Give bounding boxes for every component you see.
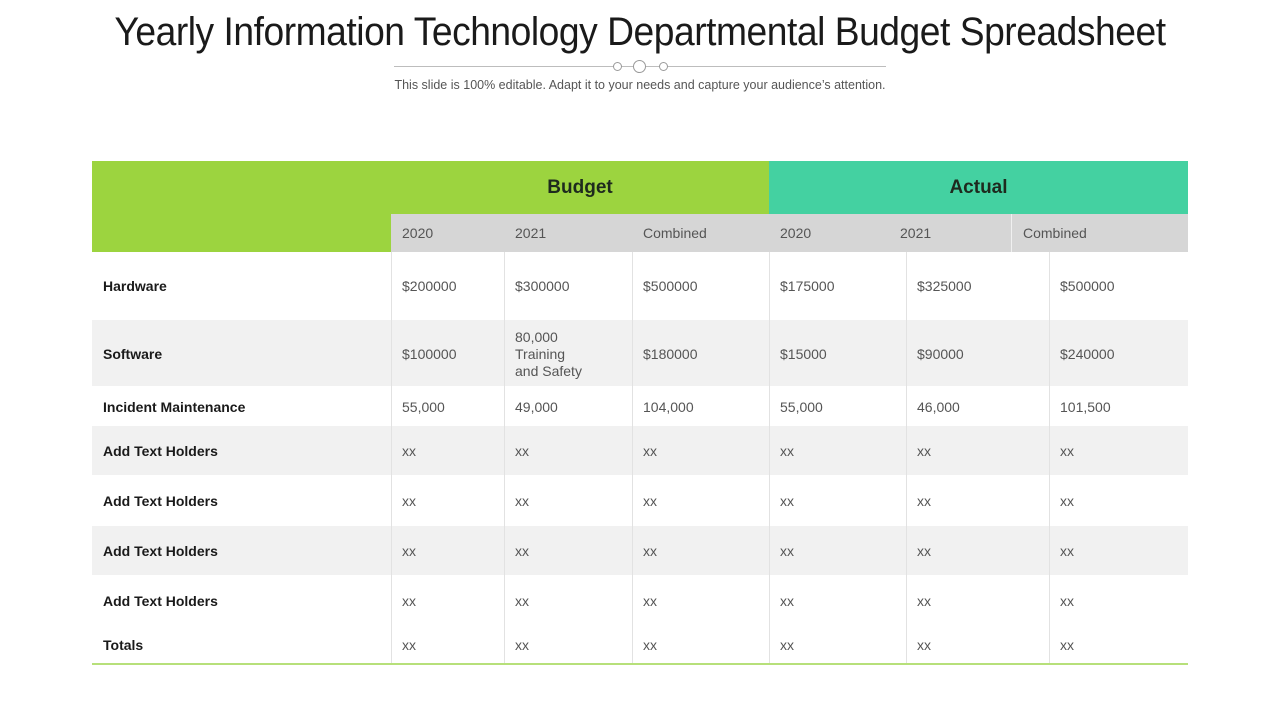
divider-ornament-dot [659,62,668,71]
divider-ornament-dot [613,62,622,71]
subheader-actual-2020: 2020 [780,225,812,241]
row-stripe [92,426,1188,475]
column-divider [769,252,770,664]
column-divider [391,252,392,664]
divider-ornament-dot [633,60,646,73]
page-title: Yearly Information Technology Department… [114,10,1166,54]
column-divider [906,252,907,664]
column-divider [1049,252,1050,664]
page-subtitle: This slide is 100% editable. Adapt it to… [394,78,886,92]
column-divider [504,252,505,664]
budget-group-header: Budget [547,177,613,198]
actual-header-band [769,161,1188,214]
row-header-band [92,214,391,252]
table-bottom-rule [92,663,1188,665]
subheader-budget-2020: 2020 [402,225,434,241]
actual-group-header: Actual [949,177,1008,198]
budget-header-band [92,161,769,214]
row-stripe [92,526,1188,575]
subheader-separator [1011,214,1012,252]
subheader-budget-2021: 2021 [515,225,547,241]
subheader-actual-combined: Combined [1023,225,1087,241]
subheader-budget-combined: Combined [643,225,707,241]
row-stripe [92,320,1188,386]
column-divider [632,252,633,664]
subheader-actual-2021: 2021 [900,225,932,241]
subheader-band [391,214,1188,252]
